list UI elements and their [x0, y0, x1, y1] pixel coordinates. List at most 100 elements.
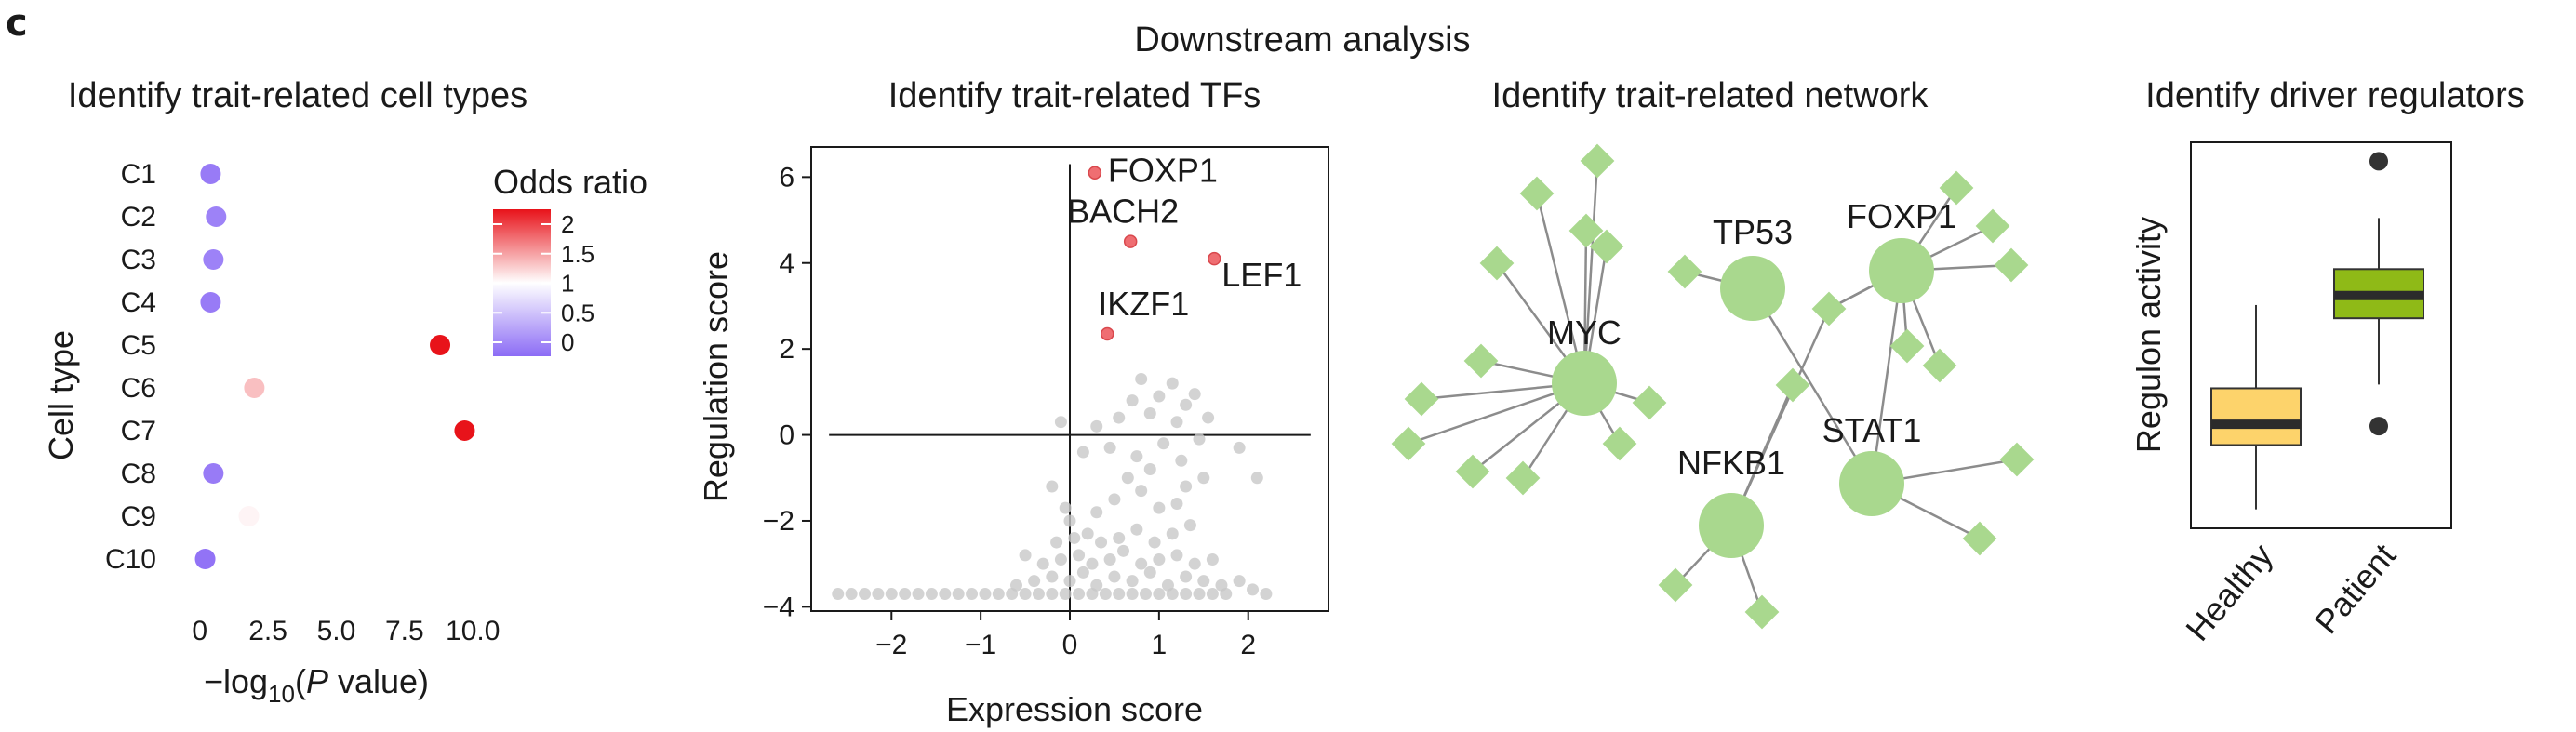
- box-outlier: [2369, 152, 2388, 171]
- tf-scatter: Identify trait-related TFs −2 −1 0 1 2 −4 −2 0 2…: [697, 76, 1329, 728]
- box-ylabel: Regulon activity: [2129, 217, 2168, 453]
- tf-point: [1202, 411, 1215, 424]
- tf-point: [1126, 575, 1139, 588]
- celltype-label-c3: C3: [121, 245, 156, 275]
- tf-point: [1135, 557, 1148, 570]
- tf-point: [1019, 549, 1032, 562]
- driver-boxplot: Identify driver regulators Healthy Patien…: [2129, 76, 2525, 648]
- tf-point: [1170, 497, 1183, 510]
- tf-point: [885, 588, 898, 601]
- network-label-stat1: STAT1: [1822, 411, 1922, 449]
- network-leaf-node: [1962, 521, 1997, 556]
- tf-point: [1206, 588, 1219, 601]
- celltype-label-c1: C1: [121, 159, 156, 190]
- network-hub-stat1: [1839, 451, 1904, 516]
- odds-legend-tick: 0.5: [561, 299, 594, 326]
- box-xlabel-patient: Patient: [2307, 537, 2403, 641]
- tf-point: [1117, 544, 1130, 557]
- box-healthy: [2210, 387, 2302, 446]
- tf-point: [1054, 553, 1067, 566]
- network-edge: [1870, 270, 1903, 485]
- tf-point: [1180, 398, 1193, 411]
- celltype-dot-c4: [200, 292, 221, 313]
- odds-legend-tick: 0: [561, 328, 574, 356]
- tf-point: [1073, 549, 1086, 562]
- celltype-title: Identify trait-related cell types: [68, 76, 527, 115]
- odds-legend-tick: 1: [561, 270, 574, 298]
- tf-point: [1050, 536, 1063, 549]
- celltype-dot-c7: [454, 420, 475, 441]
- network-leaf-node: [1922, 348, 1957, 383]
- tf-point: [1153, 501, 1166, 514]
- tf-point: [1059, 588, 1072, 601]
- network-hub-nfkb1: [1699, 493, 1764, 558]
- tf-point: [1019, 588, 1032, 601]
- box-title: Identify driver regulators: [2145, 76, 2525, 115]
- tf-point: [1135, 485, 1148, 498]
- tf-point: [1046, 588, 1059, 601]
- celltype-xlabel: −log10(P value): [204, 662, 429, 708]
- tf-ylabel: Regulation score: [697, 251, 735, 502]
- super-title: Downstream analysis: [1134, 20, 1470, 60]
- celltype-label-c9: C9: [121, 501, 156, 532]
- network-leaf-node: [1463, 343, 1499, 379]
- network-hub-foxp1: [1869, 238, 1934, 303]
- tf-point: [1108, 570, 1121, 583]
- celltype-xtick: 0: [192, 616, 207, 646]
- tf-point: [1175, 454, 1188, 467]
- tf-point: [1063, 575, 1076, 588]
- tf-ytick: −2: [763, 506, 794, 537]
- tf-point: [845, 588, 858, 601]
- tf-point: [1143, 406, 1156, 419]
- tf-ytick: 6: [779, 162, 794, 193]
- network-leaf-node: [1391, 426, 1426, 461]
- network-leaf-node: [1404, 381, 1439, 417]
- tf-point: [1090, 579, 1103, 592]
- network-leaf-node: [1580, 143, 1615, 179]
- tf-point: [979, 588, 992, 601]
- tf-point: [1183, 519, 1196, 532]
- celltype-xtick: 7.5: [385, 616, 424, 646]
- network-leaf-node: [1519, 176, 1555, 211]
- tf-point: [1206, 553, 1219, 566]
- tf-point: [1197, 575, 1210, 588]
- network-leaf-node: [1589, 229, 1624, 264]
- celltype-dot-c5: [430, 335, 451, 355]
- tf-xtick: 0: [1062, 630, 1078, 660]
- tf-point: [1076, 446, 1089, 459]
- tf-point: [1197, 472, 1210, 485]
- network-leaf-node: [1479, 246, 1515, 281]
- tf-point: [832, 588, 845, 601]
- xlabel-part-sub: 10: [268, 680, 295, 708]
- tf-point: [1059, 501, 1072, 514]
- tf-point: [1193, 433, 1206, 446]
- tf-point: [1148, 536, 1161, 549]
- tf-point: [1233, 575, 1246, 588]
- tf-xtick: 1: [1152, 630, 1168, 660]
- tf-point: [1113, 588, 1126, 601]
- tf-point: [1139, 588, 1152, 601]
- tf-point: [1161, 579, 1174, 592]
- network-leaf-node: [1811, 291, 1847, 326]
- xlabel-part-rest: value): [328, 662, 429, 700]
- network-edge: [1582, 160, 1599, 384]
- tf-label-ikzf1: IKZF1: [1098, 285, 1189, 323]
- tf-point: [992, 588, 1005, 601]
- box-outlier: [2369, 417, 2388, 436]
- network-leaf-node: [1568, 213, 1604, 248]
- tf-point: [1130, 523, 1143, 536]
- tf-point: [1130, 450, 1143, 463]
- tf-point: [1193, 588, 1206, 601]
- tf-point: [925, 588, 938, 601]
- tf-point: [1068, 531, 1081, 544]
- tf-point: [1103, 441, 1116, 454]
- tf-point: [1046, 480, 1059, 493]
- network-leaf-node: [1505, 460, 1541, 496]
- network-leaf-node: [1994, 247, 2029, 283]
- tf-xtick: −2: [875, 630, 907, 660]
- network-leaf-node: [1658, 567, 1693, 603]
- celltype-dot-c8: [203, 463, 224, 484]
- celltype-dot-c2: [206, 206, 227, 227]
- tf-point: [1166, 527, 1179, 540]
